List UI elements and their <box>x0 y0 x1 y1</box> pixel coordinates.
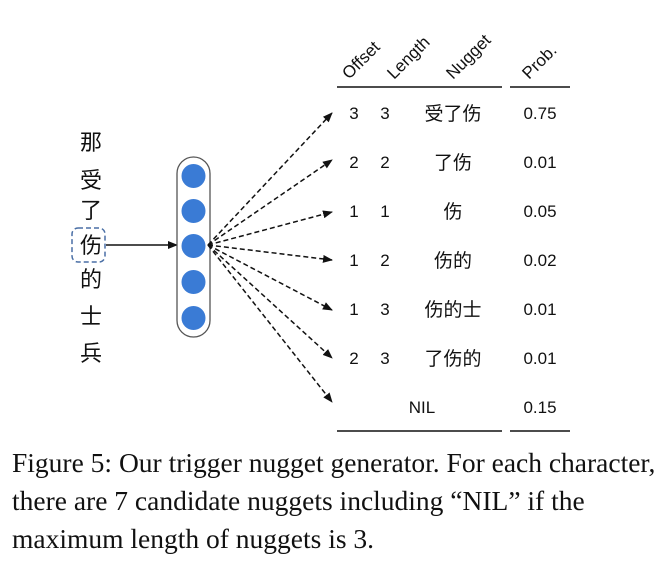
candidate-arrow <box>207 244 333 311</box>
neuron <box>181 164 206 188</box>
candidate-arrow <box>207 159 333 246</box>
candidate-arrow <box>207 244 333 359</box>
candidate-arrow <box>207 244 333 263</box>
cell-length: 2 <box>380 153 389 172</box>
cell-prob: 0.01 <box>523 349 556 368</box>
sentence-char: 了 <box>80 199 102 224</box>
neuron-layer <box>176 156 211 338</box>
header-nugget: Nugget <box>442 30 494 82</box>
table-row: 1 3 伤的士 0.01 <box>349 299 556 321</box>
cell-nugget: 受了伤 <box>424 103 481 125</box>
candidate-arrow <box>207 112 333 246</box>
cell-nugget: 伤的 <box>434 250 472 272</box>
table-row: 3 3 受了伤 0.75 <box>349 103 556 125</box>
cell-offset: 3 <box>349 104 358 123</box>
cell-nugget: 伤的士 <box>424 299 481 321</box>
cell-offset: 2 <box>349 349 358 368</box>
header-prob: Prob. <box>518 41 560 83</box>
header-offset: Offset <box>338 37 383 82</box>
sentence-char: 那 <box>80 131 102 156</box>
neuron <box>181 270 206 294</box>
table-headers: Offset Length Nugget Prob. <box>338 30 560 82</box>
neuron <box>181 234 206 258</box>
cell-prob: 0.75 <box>523 104 556 123</box>
candidate-arrow <box>207 210 333 246</box>
cell-offset: 1 <box>349 251 358 270</box>
figure-caption: Figure 5: Our trigger nugget generator. … <box>12 447 656 554</box>
cell-prob: 0.02 <box>523 251 556 270</box>
sentence-char: 的 <box>80 268 102 293</box>
cell-length: 1 <box>380 202 389 221</box>
cell-length: 3 <box>380 104 389 123</box>
cell-length: 2 <box>380 251 389 270</box>
neuron <box>181 306 206 330</box>
table-row: NIL 0.15 <box>409 398 557 417</box>
cell-nugget-nil: NIL <box>409 398 435 417</box>
cell-prob: 0.15 <box>523 398 556 417</box>
cell-prob: 0.05 <box>523 202 556 221</box>
table-row: 1 2 伤的 0.02 <box>349 250 556 272</box>
table-row: 1 1 伤 0.05 <box>349 201 556 223</box>
cell-prob: 0.01 <box>523 153 556 172</box>
candidate-arrow <box>207 244 333 403</box>
cell-offset: 1 <box>349 300 358 319</box>
current-char-highlight-box <box>71 227 106 263</box>
cell-nugget: 伤 <box>443 201 462 223</box>
table-row: 2 3 了伤的 0.01 <box>349 348 556 370</box>
header-length: Length <box>383 33 433 83</box>
cell-length: 3 <box>380 349 389 368</box>
sentence-char-highlighted: 伤 <box>80 234 102 259</box>
sentence-char: 兵 <box>80 342 102 367</box>
cell-offset: 1 <box>349 202 358 221</box>
cell-nugget: 了伤 <box>434 152 472 174</box>
cell-nugget: 了伤的 <box>424 348 481 370</box>
table-row: 2 2 了伤 0.01 <box>349 152 556 174</box>
neuron <box>181 199 206 223</box>
cell-offset: 2 <box>349 153 358 172</box>
cell-length: 3 <box>380 300 389 319</box>
sentence-char: 受 <box>80 169 102 194</box>
sentence-char: 士 <box>80 305 102 330</box>
candidate-arrows <box>207 112 333 403</box>
cell-prob: 0.01 <box>523 300 556 319</box>
trigger-nugget-generator-figure: 那 受 了 伤 的 士 兵 Offset Length Nugget Prob. <box>71 30 570 432</box>
sentence-characters: 那 受 了 伤 的 士 兵 <box>80 131 102 367</box>
